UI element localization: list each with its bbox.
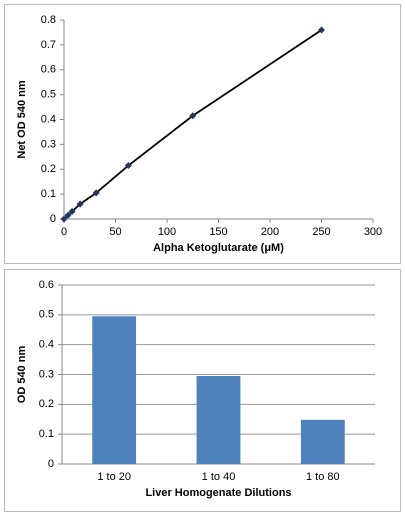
y-tick-label: 0.7: [41, 39, 56, 51]
x-tick-label: 50: [109, 226, 121, 238]
x-tick-label: 100: [158, 226, 176, 238]
y-tick-label: 0.8: [41, 14, 56, 26]
y-tick-label: 0.1: [41, 188, 56, 200]
y-tick-label: 0.5: [39, 309, 54, 321]
y-tick-label: 0: [48, 458, 54, 470]
point: [189, 112, 197, 120]
point: [92, 189, 100, 197]
x-axis-label: Liver Homogenate Dilutions: [145, 487, 291, 499]
bar: [196, 375, 241, 464]
x-tick-label: 1 to 80: [306, 471, 340, 483]
y-axis-label: Net OD 540 nm: [16, 80, 28, 158]
bar: [300, 419, 345, 464]
bar: [92, 316, 137, 464]
point: [318, 26, 325, 34]
x-tick-label: 300: [364, 226, 382, 238]
x-axis-label: Alpha Ketoglutarate (μM): [153, 242, 284, 254]
y-tick-label: 0.2: [39, 398, 54, 410]
y-tick-label: 0.6: [41, 64, 56, 76]
point: [68, 208, 76, 216]
y-tick-label: 0.3: [41, 138, 56, 150]
y-tick-label: 0.2: [41, 163, 56, 175]
y-tick-label: 0: [50, 213, 56, 225]
y-tick-label: 0.4: [41, 113, 56, 125]
point: [124, 162, 132, 170]
x-tick-label: 200: [261, 226, 279, 238]
y-tick-label: 0.1: [39, 428, 54, 440]
chart-frame: [4, 4, 401, 264]
x-tick-label: 1 to 40: [202, 471, 236, 483]
x-tick-label: 0: [61, 226, 67, 238]
y-tick-label: 0.4: [39, 339, 54, 351]
y-axis-label: OD 540 nm: [16, 346, 28, 404]
y-tick-label: 0.5: [41, 89, 56, 101]
x-tick-label: 1 to 20: [97, 471, 131, 483]
point: [64, 211, 72, 219]
x-tick-label: 150: [209, 226, 227, 238]
x-tick-label: 250: [312, 226, 330, 238]
y-tick-label: 0.6: [39, 279, 54, 291]
y-tick-label: 0.3: [39, 368, 54, 380]
point: [76, 200, 84, 208]
point: [60, 215, 68, 223]
